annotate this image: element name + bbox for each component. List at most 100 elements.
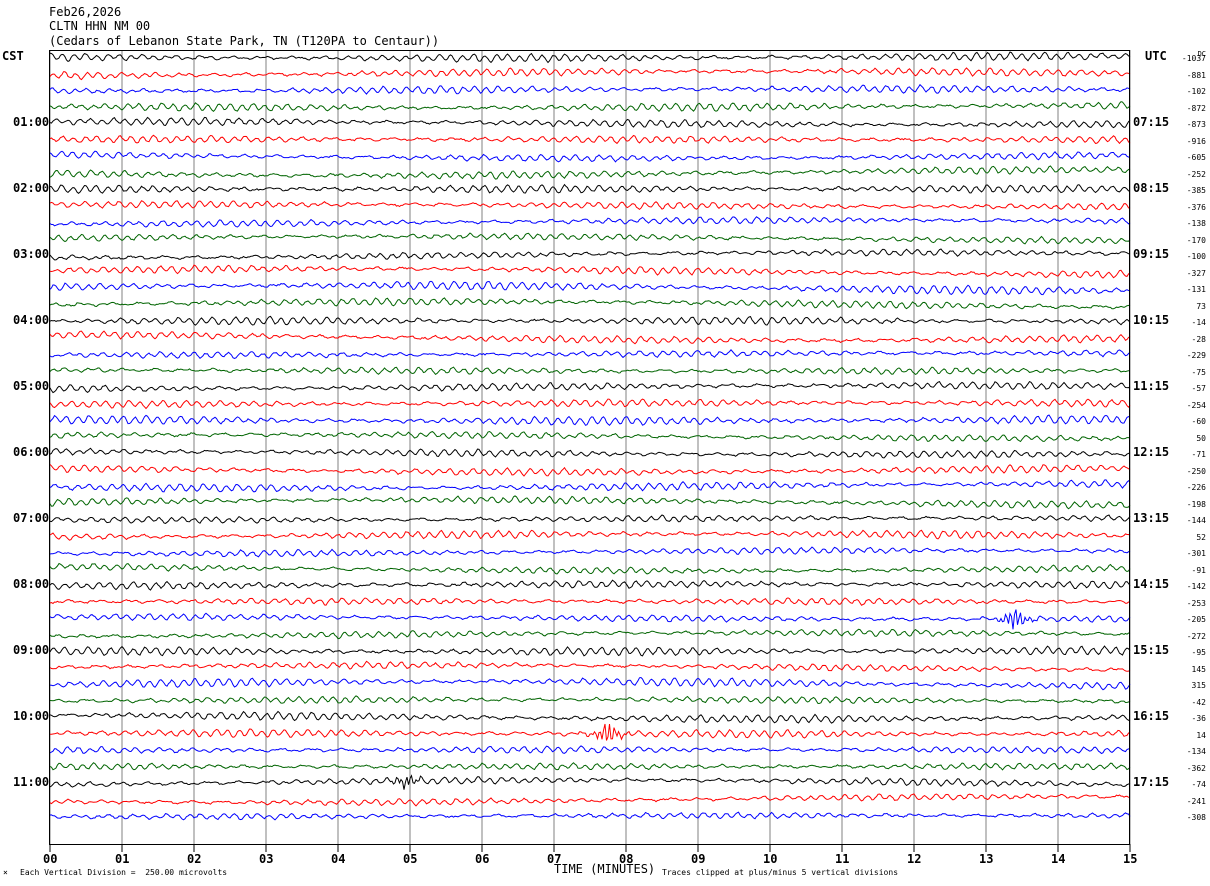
- trace-line: [49, 762, 1131, 771]
- dc-offset-value: -134: [1186, 747, 1206, 756]
- trace-line: [49, 232, 1131, 245]
- utc-hour-label: 15:15: [1133, 643, 1170, 657]
- dc-offset-value: 14: [1196, 730, 1206, 740]
- trace-line: [49, 774, 1131, 790]
- x-tick-label: 13: [979, 852, 994, 866]
- dc-offset-value: -14: [1191, 318, 1206, 327]
- dc-offset-value: -60: [1191, 417, 1206, 426]
- trace-line: [49, 447, 1131, 459]
- date-label: Feb26,2026: [49, 5, 122, 19]
- dc-offset-value: -91: [1191, 565, 1206, 575]
- trace-line: [49, 710, 1131, 724]
- dc-offset-value: -205: [1186, 615, 1206, 624]
- dc-offset-value: -138: [1186, 219, 1206, 228]
- dc-offset-value: -250: [1186, 466, 1206, 476]
- cst-hour-label: 03:00: [13, 247, 50, 261]
- x-tick-label: 14: [1051, 852, 1066, 866]
- dc-offset-value: -605: [1186, 153, 1206, 162]
- utc-hour-label: 13:15: [1133, 511, 1170, 525]
- dc-offset-value: -327: [1186, 268, 1206, 278]
- dc-offset-value: -75: [1191, 367, 1206, 377]
- cst-hour-label: 05:00: [13, 379, 50, 393]
- trace-line: [49, 745, 1130, 755]
- utc-hour-label: 07:15: [1133, 115, 1170, 129]
- x-tick-label: 03: [259, 852, 274, 866]
- trace-line: [49, 134, 1131, 145]
- trace-line: [50, 723, 1131, 741]
- dc-offset-value: -376: [1186, 202, 1206, 212]
- trace-line: [49, 315, 1131, 326]
- trace-line: [49, 264, 1131, 279]
- minute-gridlines: [49, 50, 1131, 844]
- dc-offset-value: -198: [1186, 499, 1206, 509]
- trace-line: [49, 793, 1131, 807]
- trace-line: [49, 330, 1131, 345]
- trace-line: [49, 366, 1131, 376]
- cst-hour-label: 10:00: [13, 709, 50, 723]
- utc-hour-label: 08:15: [1133, 181, 1170, 195]
- trace-line: [49, 200, 1131, 211]
- x-tick-label: 11: [835, 852, 850, 866]
- utc-hour-label: 17:15: [1133, 775, 1170, 789]
- trace-line: [49, 628, 1131, 640]
- trace-line: [49, 529, 1131, 541]
- plot-frame: [49, 50, 1130, 845]
- dc-offset-value: -253: [1186, 598, 1206, 608]
- dc-offset-value: -385: [1186, 186, 1206, 195]
- cst-hour-label: 01:00: [13, 115, 50, 129]
- trace-line: [49, 609, 1131, 630]
- trace-line: [49, 183, 1131, 194]
- trace-line: [49, 479, 1131, 493]
- cst-axis-label: CST: [2, 49, 24, 63]
- x-tick-label: 02: [187, 852, 202, 866]
- trace-line: [49, 660, 1131, 673]
- trace-line: [49, 398, 1131, 410]
- dc-offset-value: 73: [1196, 301, 1206, 311]
- cst-hour-label: 07:00: [13, 511, 50, 525]
- dc-offset-value: -74: [1191, 780, 1206, 789]
- trace-line: [49, 101, 1131, 113]
- x-tick-label: 12: [907, 852, 922, 866]
- trace-line: [49, 562, 1131, 575]
- x-tick-label: 00: [43, 852, 58, 866]
- dc-offset-value: -301: [1186, 549, 1206, 558]
- dc-offset-value: -170: [1186, 235, 1206, 245]
- trace-line: [49, 51, 1131, 64]
- trace-line: [49, 811, 1131, 821]
- x-tick-label: 09: [691, 852, 706, 866]
- dc-offset-value: -308: [1186, 813, 1206, 822]
- dc-offset-value: -71: [1191, 450, 1206, 459]
- cst-hour-label: 06:00: [13, 445, 50, 459]
- dc-offset-value: 52: [1196, 532, 1206, 542]
- dc-offset-value: -144: [1186, 516, 1206, 525]
- x-tick-label: 10: [763, 852, 778, 866]
- trace-line: [49, 495, 1131, 510]
- dc-offset-value: -36: [1191, 714, 1206, 723]
- clip-note: Traces clipped at plus/minus 5 vertical …: [662, 868, 899, 877]
- cst-hour-label: 02:00: [13, 181, 50, 195]
- dc-offset-value: -872: [1186, 103, 1206, 113]
- dc-offset-value: -226: [1186, 483, 1206, 492]
- utc-hour-label: 09:15: [1133, 247, 1170, 261]
- trace-line: [49, 380, 1131, 394]
- dc-offset-value: 50: [1196, 433, 1206, 443]
- trace-line: [49, 349, 1131, 360]
- x-tick-label: 07: [547, 852, 562, 866]
- utc-hour-label: 14:15: [1133, 577, 1170, 591]
- dc-offset-value: -916: [1186, 136, 1206, 146]
- dc-offset-value: -1037: [1181, 54, 1206, 63]
- trace-line: [49, 695, 1131, 705]
- dc-offset-value: -881: [1186, 70, 1206, 80]
- trace-line: [49, 414, 1131, 427]
- location-label: (Cedars of Lebanon State Park, TN (T120P…: [49, 34, 440, 48]
- dc-offset-value: -254: [1186, 400, 1206, 410]
- dc-offset-value: -142: [1186, 582, 1206, 591]
- trace-line: [49, 546, 1131, 558]
- dc-offset-value: -362: [1186, 763, 1206, 773]
- dc-offset-value: -131: [1186, 285, 1206, 294]
- dc-offset-value: -100: [1186, 252, 1206, 261]
- trace-line: [49, 150, 1131, 163]
- trace-line: [49, 514, 1131, 524]
- station-label: CLTN HHN NM 00: [49, 19, 151, 33]
